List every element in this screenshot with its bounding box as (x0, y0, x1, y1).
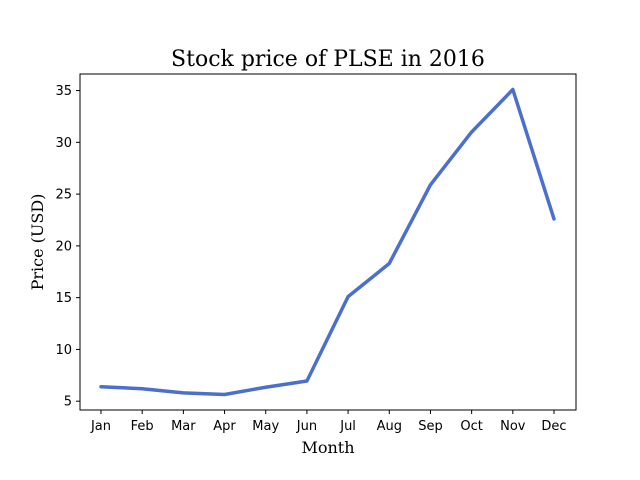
y-tick-label: 15 (55, 291, 72, 306)
data-points (100, 88, 556, 396)
plot-frame (79, 73, 577, 411)
series-line (99, 87, 556, 397)
x-tick-label: Jan (90, 419, 111, 434)
x-tick-label: Aug (377, 419, 402, 434)
y-axis: 5 10 15 20 25 30 35 (55, 84, 80, 410)
y-tick-label: 10 (55, 343, 72, 358)
x-tick-label: Feb (131, 419, 154, 434)
x-axis-label: Month (301, 438, 354, 457)
x-tick-label: Mar (171, 419, 196, 434)
x-tick-label: Dec (541, 419, 566, 434)
y-tick-label: 35 (55, 84, 72, 99)
x-tick-label: Apr (213, 419, 236, 434)
x-tick-label: Jun (296, 419, 317, 434)
y-tick-label: 5 (64, 395, 72, 410)
y-axis-label: Price (USD) (28, 194, 47, 291)
x-axis: Jan Feb Mar Apr May Jun Jul Aug Sep Oct Nov Dec (90, 410, 567, 434)
y-tick-label: 20 (55, 239, 72, 254)
x-tick-label: Nov (500, 419, 526, 434)
y-tick-label: 25 (55, 188, 72, 203)
x-tick-label: May (252, 419, 279, 434)
x-tick-label: Oct (460, 419, 482, 434)
x-tick-label: Jul (339, 419, 356, 434)
chart-title: Stock price of PLSE in 2016 (171, 47, 485, 72)
y-tick-label: 30 (55, 136, 72, 151)
x-tick-label: Sep (418, 419, 443, 434)
